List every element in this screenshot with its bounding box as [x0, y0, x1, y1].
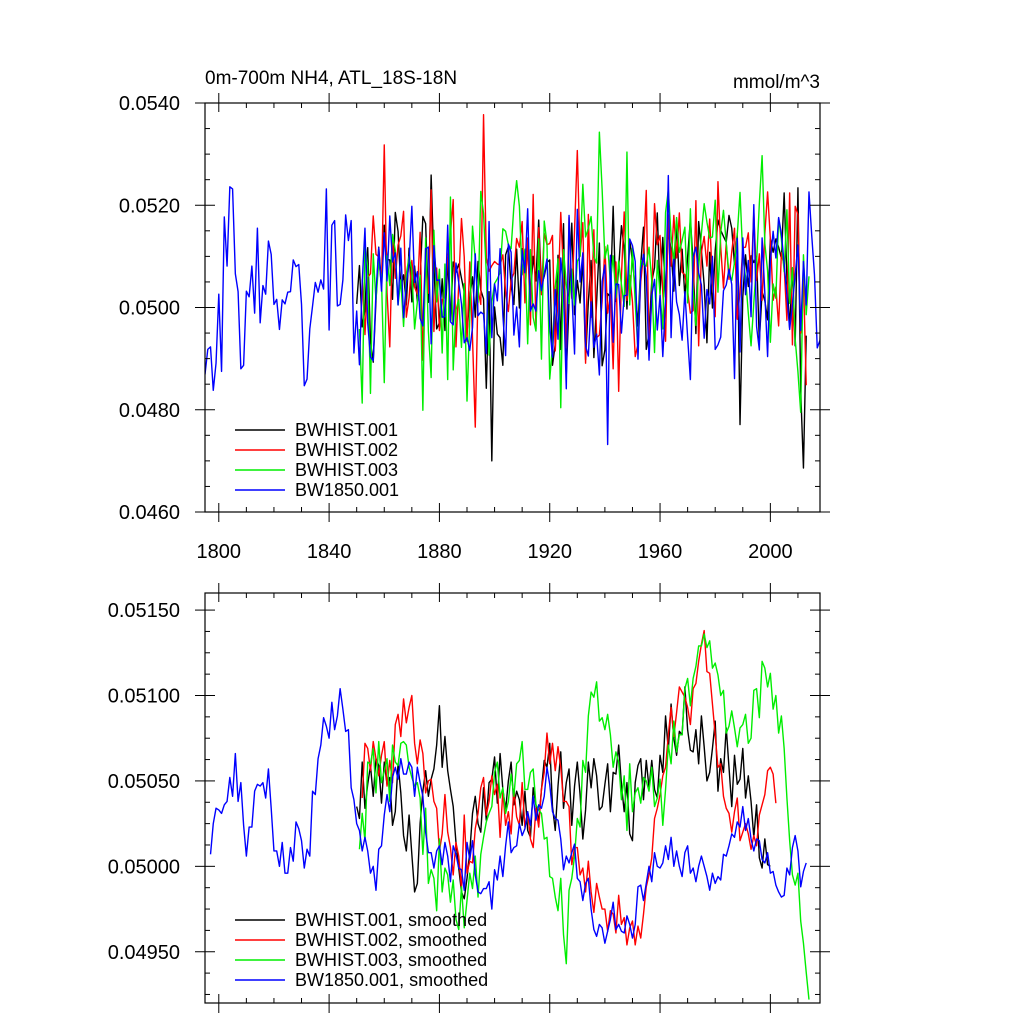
bottom-series-line-3: [358, 633, 810, 1000]
bottom-series-group: [209, 629, 810, 1000]
bottom-ytick-label: 0.04950: [108, 942, 180, 964]
top-title-left: 0m-700m NH4, ATL_18S-18N: [205, 68, 457, 89]
top-series-line-4: [205, 174, 820, 446]
top-legend-label: BWHIST.001: [295, 420, 398, 440]
top-ytick-label: 0.0540: [119, 93, 180, 115]
top-legend-label: BWHIST.002: [295, 440, 398, 460]
top-ytick-label: 0.0520: [119, 195, 180, 217]
top-title-right: mmol/m^3: [733, 72, 820, 93]
bottom-ytick-label: 0.05150: [108, 600, 180, 622]
bottom-ytick-label: 0.05100: [108, 686, 180, 708]
bottom-legend-label: BWHIST.003, smoothed: [295, 950, 487, 970]
top-xtick-label: 1960: [638, 541, 683, 563]
bottom-legend-label: BWHIST.001, smoothed: [295, 910, 487, 930]
bottom-series-line-4: [209, 687, 807, 944]
top-legend-label: BWHIST.003: [295, 460, 398, 480]
top-xtick-label: 1800: [197, 541, 242, 563]
bottom-ytick-label: 0.05000: [108, 856, 180, 878]
top-legend-label: BW1850.001: [295, 480, 399, 500]
bottom-legend-label: BWHIST.002, smoothed: [295, 930, 487, 950]
top-ytick-label: 0.0460: [119, 502, 180, 524]
bottom-ticks: 0.04950 0.05000 0.05050 0.05100 0.05150: [108, 583, 830, 1013]
bottom-legend-label: BW1850.001, smoothed: [295, 970, 488, 990]
top-ytick-label: 0.0500: [119, 298, 180, 320]
top-panel: BWHIST.001BWHIST.002BWHIST.003BW1850.001…: [119, 68, 830, 563]
bottom-series-line-2: [361, 629, 777, 946]
bottom-series-line-1: [355, 686, 771, 900]
bottom-plot-frame: [204, 592, 821, 1004]
top-xtick-label: 2000: [748, 541, 793, 563]
top-xtick-label: 1840: [307, 541, 352, 563]
top-ticks: 1800 1840 1880 1920 1960 2000 0.0460 0.0480 0.05…: [119, 93, 830, 563]
top-ytick-label: 0.0480: [119, 400, 180, 422]
top-xtick-label: 1920: [527, 541, 572, 563]
top-series-group: [205, 114, 820, 469]
bottom-ytick-label: 0.05050: [108, 771, 180, 793]
top-xtick-label: 1880: [417, 541, 462, 563]
top-series-line-3: [358, 131, 810, 414]
